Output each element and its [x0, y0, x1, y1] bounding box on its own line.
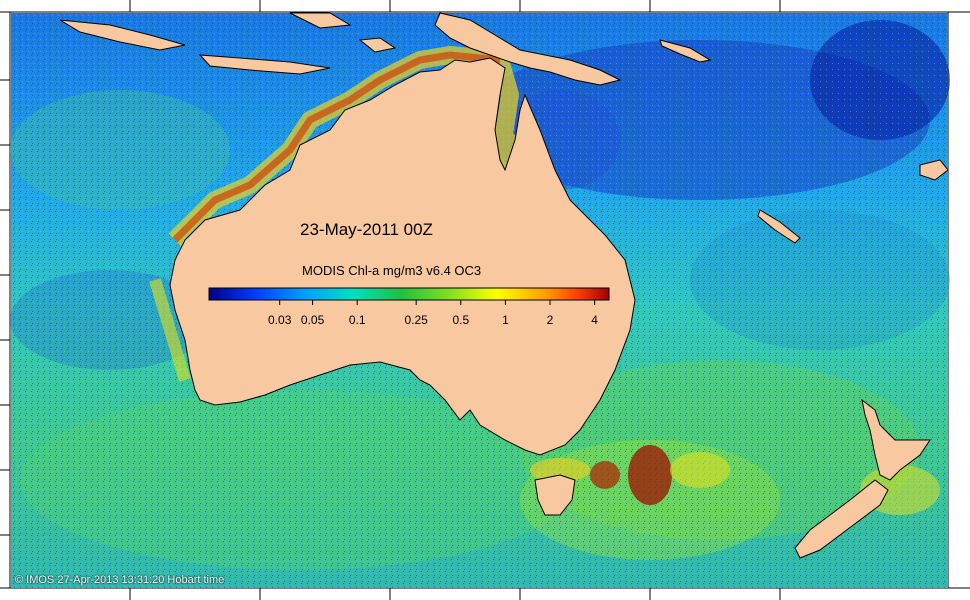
colorbar-tick-label: 0.05 — [301, 313, 324, 327]
colorbar-tick-label: 1 — [502, 313, 509, 327]
colorbar-tick-label: 0.1 — [349, 313, 366, 327]
colorbar-title: MODIS Chl-a mg/m3 v6.4 OC3 — [302, 263, 481, 278]
colorbar-tick-label: 0.03 — [268, 313, 291, 327]
credit-text: © IMOS 27-Apr-2013 13:31:20 Hobart time — [15, 574, 224, 586]
colorbar-tick-label: 4 — [591, 313, 598, 327]
colorbar-tick-label: 0.5 — [452, 313, 469, 327]
colorbar-gradient — [209, 288, 609, 300]
colorbar-tick-label: 0.25 — [404, 313, 427, 327]
map-title: 23-May-2011 00Z — [300, 220, 433, 240]
colorbar-tick-label: 2 — [547, 313, 554, 327]
